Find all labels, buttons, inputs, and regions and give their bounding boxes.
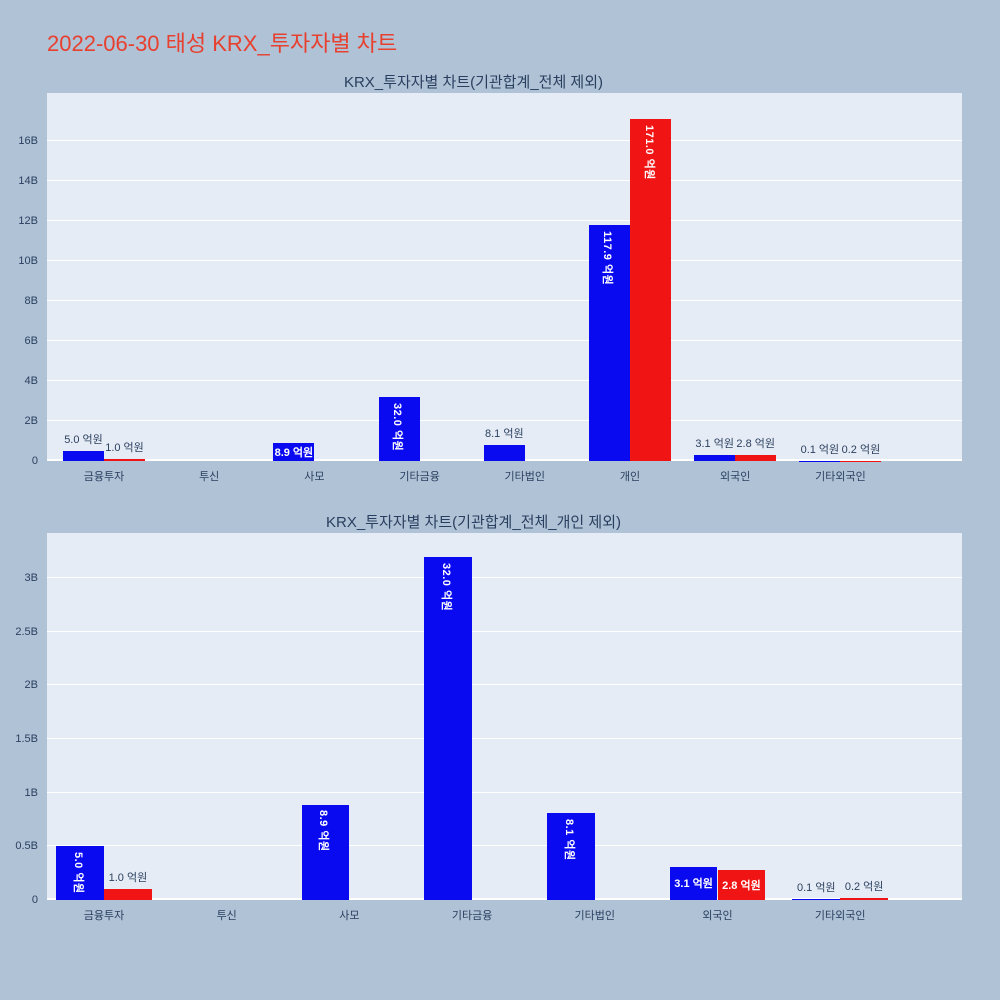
bar-red-6 bbox=[735, 455, 777, 461]
x-tick-label: 기타금융 bbox=[399, 471, 440, 483]
y-tick-label: 3B bbox=[24, 572, 38, 585]
bar-red-5 bbox=[717, 869, 766, 900]
bar-label: 1.0 억원 bbox=[108, 872, 148, 885]
y-tick-label: 4B bbox=[24, 375, 38, 387]
x-tick-label: 기타법인 bbox=[574, 910, 616, 922]
bar-label: 8.1 억원 bbox=[484, 427, 524, 440]
bar-red-0 bbox=[104, 889, 152, 900]
bar-label: 3.1 억원 bbox=[695, 437, 734, 450]
y-tick-label: 12B bbox=[18, 215, 38, 227]
bar-label: 0.1 억원 bbox=[800, 443, 840, 456]
chart-upper-plot-area: 0 2B 4B 6B 8B 10B 12B 14B 16B 금융투자 투신 사모 기타금융 기타법인 개인 외… bbox=[18, 93, 962, 483]
bar-blue-5 bbox=[588, 225, 630, 461]
x-tick-label: 외국인 bbox=[702, 910, 733, 922]
bar-blue-0 bbox=[62, 451, 104, 461]
y-tick-label: 2B bbox=[24, 415, 38, 427]
bar-red-6 bbox=[840, 897, 889, 900]
x-tick-label: 사모 bbox=[339, 910, 360, 922]
gridline bbox=[47, 738, 962, 740]
x-tick-label: 외국인 bbox=[720, 471, 751, 483]
y-tick-label: 8B bbox=[24, 295, 38, 307]
bar-blue-2 bbox=[301, 804, 350, 900]
gridline bbox=[47, 220, 962, 221]
bar-blue-6 bbox=[792, 898, 841, 900]
chart-upper: KRX_투자자별 차트(기관합계_전체 제외) 0 2B 4B 6B 8B 10B 12B 1… bbox=[18, 71, 962, 483]
y-tick-label: 1.5B bbox=[15, 733, 38, 746]
bar-label: 8.1 억원 bbox=[562, 819, 575, 861]
x-tick-label: 기타외국인 bbox=[815, 471, 866, 483]
bar-label: 1.0 억원 bbox=[105, 442, 144, 454]
bar-label: 2.8 억원 bbox=[722, 879, 761, 892]
bar-label: 0.2 억원 bbox=[844, 880, 884, 893]
x-tick-label: 금융투자 bbox=[83, 471, 125, 483]
gridline bbox=[47, 340, 962, 341]
chart-lower-plot-area: 0 0.5B 1B 1.5B 2B 2.5B 3B 금융투자 투신 사모 기타금융 기타법인 외국인 기타… bbox=[15, 533, 962, 922]
bar-blue-6 bbox=[694, 454, 736, 461]
gridline bbox=[47, 380, 962, 381]
bar-blue-3 bbox=[378, 397, 420, 461]
bar-blue-4 bbox=[546, 813, 595, 900]
x-tick-label: 기타외국인 bbox=[814, 910, 866, 922]
gridline bbox=[47, 845, 962, 847]
bar-blue-5 bbox=[669, 866, 718, 900]
bar-label: 171.0 억원 bbox=[642, 125, 655, 180]
gridline bbox=[47, 684, 962, 686]
y-tick-label: 0 bbox=[31, 894, 38, 906]
gridline bbox=[47, 140, 962, 141]
bar-label: 3.1 억원 bbox=[674, 878, 713, 891]
bar-label: 32.0 억원 bbox=[391, 403, 404, 452]
page-title: 2022-06-30 태성 KRX_투자자별 차트 bbox=[47, 31, 398, 56]
y-tick-label: 10B bbox=[18, 255, 38, 267]
chart-lower: KRX_투자자별 차트(기관합계_전체_개인 제외) 0 0.5B 1B 1.5B 2B… bbox=[15, 511, 962, 922]
y-tick-label: 6B bbox=[24, 335, 38, 347]
gridline bbox=[47, 791, 962, 793]
y-tick-label: 16B bbox=[18, 135, 38, 147]
y-tick-label: 0.5B bbox=[15, 840, 38, 853]
gridline bbox=[47, 577, 962, 579]
gridline bbox=[47, 898, 962, 900]
bar-label: 8.9 억원 bbox=[317, 810, 330, 853]
bar-label: 2.8 억원 bbox=[736, 438, 775, 451]
x-tick-label: 기타법인 bbox=[504, 471, 546, 483]
y-tick-label: 0 bbox=[31, 455, 38, 467]
bar-label: 5.0 억원 bbox=[72, 852, 85, 894]
bar-blue-0 bbox=[56, 846, 104, 900]
bar-red-5 bbox=[630, 119, 672, 461]
x-tick-label: 투신 bbox=[199, 471, 220, 483]
bar-blue-4 bbox=[483, 444, 525, 461]
gridline bbox=[47, 300, 962, 301]
bar-red-0 bbox=[104, 459, 146, 461]
gridline bbox=[47, 180, 962, 181]
x-tick-label: 기타금융 bbox=[451, 910, 493, 922]
chart-upper-title: KRX_투자자별 차트(기관합계_전체 제외) bbox=[343, 74, 604, 91]
bar-label: 0.1 억원 bbox=[796, 881, 836, 894]
bar-label: 32.0 억원 bbox=[440, 562, 453, 611]
x-tick-label: 사모 bbox=[304, 471, 325, 483]
chart-lower-title: KRX_투자자별 차트(기관합계_전체_개인 제외) bbox=[326, 514, 621, 531]
gridline bbox=[47, 630, 962, 632]
bar-label: 8.9 억원 bbox=[274, 447, 314, 460]
gridline bbox=[47, 260, 962, 261]
x-tick-label: 금융투자 bbox=[83, 910, 125, 922]
x-tick-label: 투신 bbox=[216, 910, 237, 922]
bar-blue-7 bbox=[799, 460, 841, 461]
bar-label: 0.2 억원 bbox=[841, 443, 881, 456]
bar-label: 5.0 억원 bbox=[64, 434, 103, 446]
x-tick-label: 개인 bbox=[619, 471, 641, 483]
bar-red-7 bbox=[840, 460, 882, 461]
y-tick-label: 2.5B bbox=[15, 625, 38, 638]
y-tick-label: 14B bbox=[18, 175, 38, 187]
y-tick-label: 2B bbox=[24, 679, 38, 692]
y-tick-label: 1B bbox=[24, 786, 38, 799]
bar-label: 117.9 억원 bbox=[601, 231, 614, 286]
bar-blue-3 bbox=[424, 556, 473, 900]
bar-blue-2 bbox=[273, 443, 315, 461]
gridline bbox=[47, 420, 962, 421]
